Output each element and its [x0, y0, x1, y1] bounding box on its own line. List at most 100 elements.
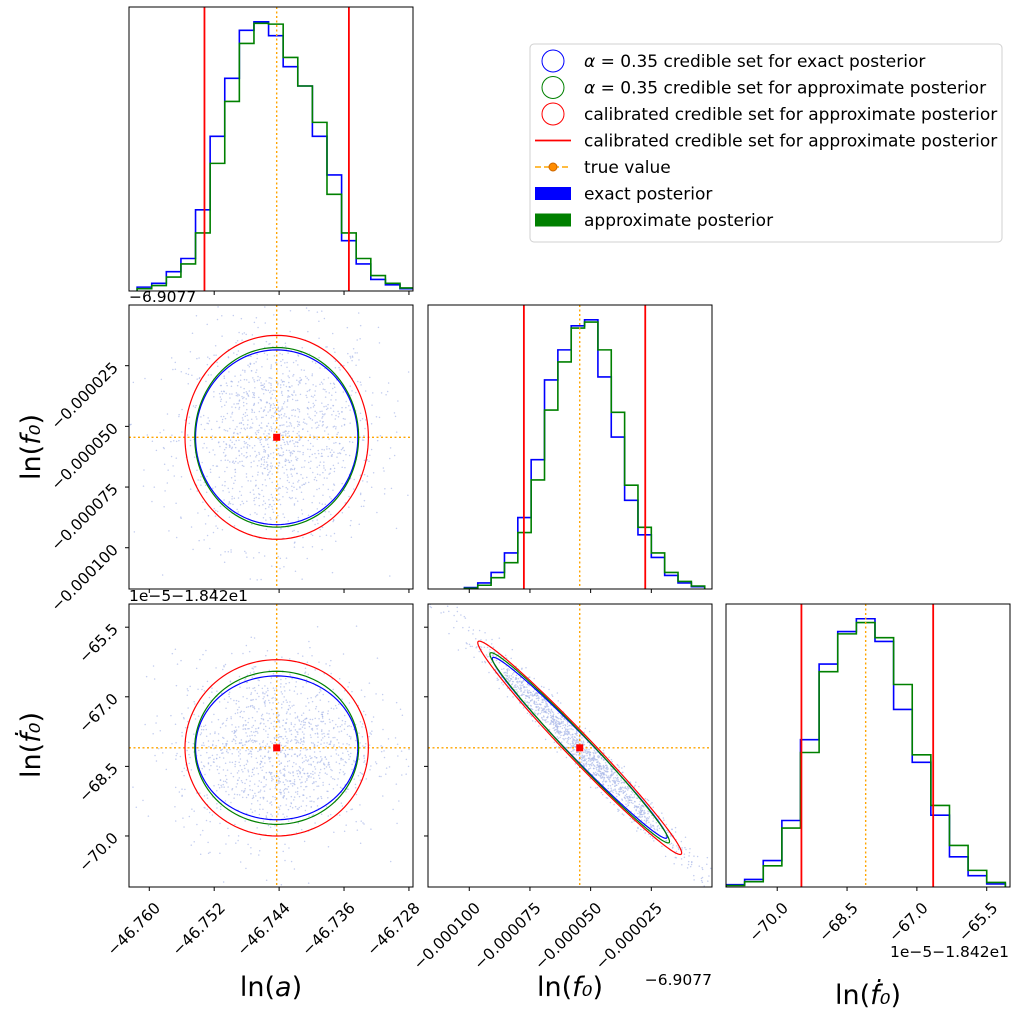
- sample-point: [282, 453, 285, 456]
- sample-point: [321, 711, 323, 714]
- sample-point: [291, 677, 293, 680]
- sample-point: [251, 422, 254, 424]
- sample-point: [344, 720, 347, 723]
- sample-point: [557, 712, 559, 715]
- sample-point: [135, 806, 138, 808]
- sample-point: [228, 793, 230, 796]
- sample-point: [259, 803, 261, 806]
- sample-point: [244, 371, 246, 373]
- sample-point: [289, 701, 291, 703]
- sample-point: [268, 343, 270, 345]
- sample-point: [209, 547, 211, 550]
- sample-point: [359, 337, 361, 340]
- sample-point: [170, 455, 173, 458]
- sample-point: [335, 749, 337, 751]
- sample-point: [519, 694, 521, 697]
- sample-point: [302, 546, 304, 549]
- sample-point: [226, 430, 229, 432]
- sample-point: [268, 498, 270, 501]
- sample-point: [316, 519, 318, 521]
- sample-point: [337, 416, 340, 418]
- sample-point: [653, 840, 655, 842]
- sample-point: [318, 777, 321, 780]
- sample-point: [247, 748, 250, 751]
- sample-point: [204, 773, 206, 776]
- sample-point: [670, 842, 673, 845]
- sample-point: [623, 787, 625, 789]
- sample-point: [241, 395, 243, 398]
- sample-point: [321, 729, 323, 731]
- sample-point: [153, 678, 156, 680]
- sample-point: [311, 756, 313, 759]
- sample-point: [235, 742, 237, 745]
- sample-point: [607, 784, 610, 787]
- sample-point: [278, 721, 281, 723]
- sample-point: [247, 394, 249, 396]
- sample-point: [264, 306, 266, 308]
- sample-point: [284, 745, 287, 747]
- sample-point: [571, 734, 574, 736]
- sample-point: [228, 502, 231, 504]
- sample-point: [605, 770, 607, 772]
- sample-point: [293, 726, 295, 728]
- sample-point: [308, 309, 310, 312]
- sample-point: [333, 778, 336, 781]
- sample-point: [317, 710, 320, 713]
- sample-point: [292, 772, 294, 774]
- sample-point: [340, 411, 343, 413]
- sample-point: [222, 490, 224, 492]
- sample-point: [228, 695, 230, 698]
- sample-point: [321, 758, 323, 760]
- sample-point: [603, 778, 605, 780]
- sample-point: [356, 339, 358, 341]
- sample-point: [319, 535, 321, 538]
- sample-point: [576, 734, 578, 737]
- sample-point: [284, 362, 286, 364]
- sample-point: [238, 706, 240, 709]
- sample-point: [273, 430, 276, 432]
- sample-point: [225, 750, 228, 753]
- sample-point: [243, 764, 246, 767]
- sample-point: [351, 441, 354, 443]
- sample-point: [320, 452, 323, 455]
- sample-point: [278, 428, 280, 431]
- sample-point: [321, 425, 324, 427]
- sample-point: [342, 391, 345, 393]
- sample-point: [341, 787, 343, 790]
- sample-point: [216, 510, 219, 513]
- sample-point: [617, 810, 619, 812]
- sample-point: [238, 794, 241, 796]
- sample-point: [284, 443, 286, 446]
- sample-point: [247, 364, 249, 367]
- sample-point: [252, 687, 254, 690]
- sample-point: [190, 769, 193, 771]
- sample-point: [407, 494, 409, 497]
- sample-point: [275, 361, 278, 363]
- sample-point: [252, 391, 254, 394]
- sample-point: [613, 781, 615, 783]
- sample-point: [244, 743, 246, 746]
- sample-point: [614, 785, 616, 788]
- sample-point: [290, 497, 292, 500]
- sample-point: [282, 738, 284, 740]
- sample-point: [300, 379, 302, 381]
- sample-point: [245, 741, 247, 743]
- sample-point: [508, 676, 510, 679]
- sample-point: [528, 694, 530, 697]
- sample-point: [221, 335, 223, 337]
- sample-point: [302, 768, 305, 770]
- sample-point: [353, 778, 355, 780]
- sample-point: [249, 750, 252, 752]
- sample-point: [327, 845, 330, 848]
- sample-point: [284, 728, 286, 731]
- sample-point: [273, 412, 276, 414]
- sample-point: [217, 306, 219, 308]
- sample-point: [333, 744, 335, 746]
- sample-point: [208, 746, 210, 748]
- sample-point: [292, 464, 294, 467]
- sample-point: [207, 740, 210, 742]
- sample-point: [223, 377, 226, 379]
- sample-point: [318, 661, 320, 663]
- sample-point: [344, 418, 346, 420]
- sample-point: [244, 787, 246, 790]
